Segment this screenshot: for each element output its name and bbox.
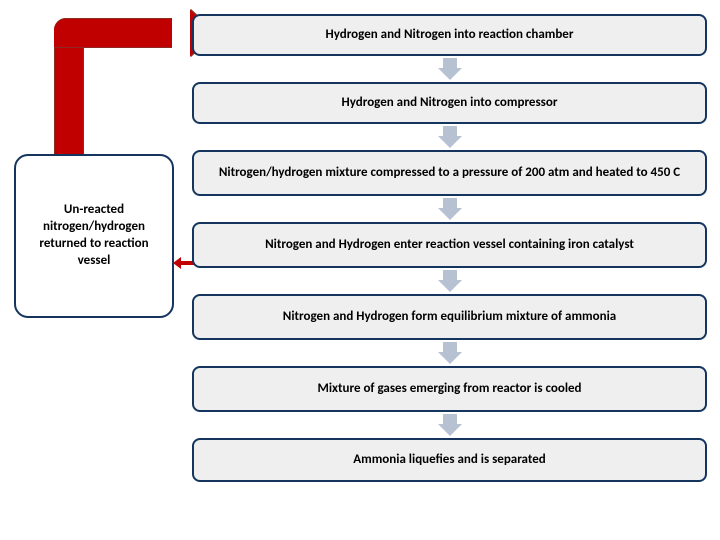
main-flow-column: Hydrogen and Nitrogen into reaction cham…	[192, 14, 707, 482]
flow-arrow-6	[438, 414, 462, 436]
arrow-stem	[443, 126, 457, 136]
step-label: Mixture of gases emerging from reactor i…	[317, 381, 581, 397]
arrow-stem	[443, 414, 457, 424]
chevron-down-icon	[438, 424, 462, 436]
flow-arrow-5	[438, 342, 462, 364]
recycle-arrow-vertical	[54, 40, 84, 156]
step-box-2: Hydrogen and Nitrogen into compressor	[192, 82, 707, 124]
arrow-stem	[443, 342, 457, 352]
step-box-5: Nitrogen and Hydrogen form equilibrium m…	[192, 294, 707, 340]
step-label: Ammonia liquefies and is separated	[353, 452, 545, 468]
side-box-label: Un-reacted nitrogen/hydrogen returned to…	[24, 202, 164, 270]
step-box-7: Ammonia liquefies and is separated	[192, 438, 707, 482]
arrow-stem	[443, 198, 457, 208]
arrow-stem	[443, 270, 457, 280]
flow-arrow-2	[438, 126, 462, 148]
flow-arrow-3	[438, 198, 462, 220]
step-box-6: Mixture of gases emerging from reactor i…	[192, 366, 707, 412]
flow-arrow-1	[438, 58, 462, 80]
flow-arrow-4	[438, 270, 462, 292]
recycle-arrow-horizontal	[54, 18, 172, 48]
step-box-4: Nitrogen and Hydrogen enter reaction ves…	[192, 222, 707, 268]
chevron-down-icon	[438, 68, 462, 80]
step-label: Nitrogen/hydrogen mixture compressed to …	[219, 165, 680, 181]
chevron-down-icon	[438, 136, 462, 148]
step-label: Hydrogen and Nitrogen into reaction cham…	[326, 27, 574, 43]
chevron-down-icon	[438, 352, 462, 364]
return-arrow-head	[173, 257, 181, 269]
chevron-down-icon	[438, 280, 462, 292]
step-label: Nitrogen and Hydrogen enter reaction ves…	[265, 237, 634, 253]
chevron-down-icon	[438, 208, 462, 220]
step-label: Nitrogen and Hydrogen form equilibrium m…	[283, 309, 616, 325]
side-box-unreacted: Un-reacted nitrogen/hydrogen returned to…	[14, 154, 174, 318]
step-box-3: Nitrogen/hydrogen mixture compressed to …	[192, 150, 707, 196]
arrow-stem	[443, 58, 457, 68]
step-box-1: Hydrogen and Nitrogen into reaction cham…	[192, 14, 707, 56]
step-label: Hydrogen and Nitrogen into compressor	[342, 95, 558, 111]
